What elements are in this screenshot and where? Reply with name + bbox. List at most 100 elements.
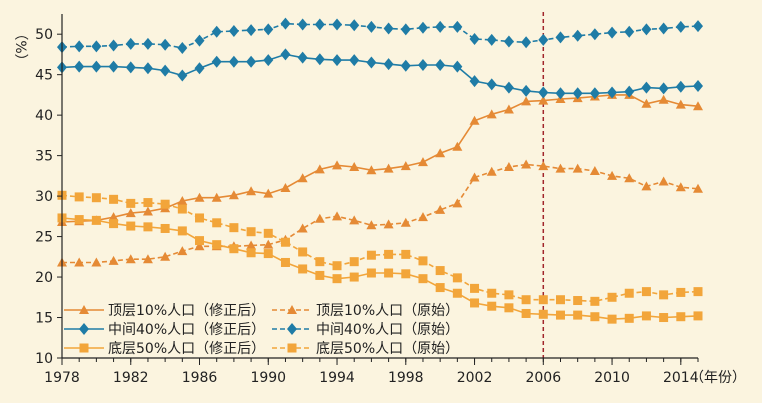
data-point <box>589 87 600 100</box>
data-point <box>246 248 256 258</box>
data-point <box>503 104 514 114</box>
data-point <box>263 228 273 238</box>
data-point <box>555 310 565 320</box>
legend-item: 底层50%人口（修正后） <box>64 341 265 357</box>
data-point <box>624 85 635 98</box>
data-point <box>486 166 497 176</box>
data-point <box>109 194 119 204</box>
y-tick-label: 30 <box>35 189 53 205</box>
data-point <box>332 261 342 271</box>
data-point <box>280 183 291 192</box>
data-point <box>555 31 566 44</box>
data-point <box>607 86 618 99</box>
data-point <box>229 244 239 254</box>
data-point <box>675 99 686 109</box>
x-tick-label: 2010 <box>594 370 630 386</box>
legend-label: 底层50%人口（原始） <box>316 341 459 357</box>
series-line <box>61 53 699 95</box>
x-tick-label: 2002 <box>457 370 493 386</box>
data-point <box>332 54 343 67</box>
data-point <box>177 69 188 82</box>
data-point <box>108 60 119 73</box>
data-point <box>521 36 532 49</box>
data-point <box>675 80 686 93</box>
data-point <box>555 163 566 173</box>
data-point <box>143 222 153 232</box>
data-point <box>297 18 308 31</box>
data-point <box>366 165 377 175</box>
data-point <box>521 308 531 318</box>
data-point <box>246 24 257 37</box>
data-point <box>297 173 308 183</box>
legend-item: 中间40%人口（原始） <box>272 322 459 338</box>
data-point <box>641 287 651 297</box>
x-tick-label: 1978 <box>44 370 80 386</box>
data-point <box>452 60 463 73</box>
data-point <box>315 257 325 267</box>
data-point <box>418 274 428 284</box>
data-point <box>298 264 308 274</box>
data-point <box>246 55 257 68</box>
data-point <box>418 256 428 266</box>
data-point <box>435 58 446 71</box>
data-point <box>212 218 222 228</box>
data-point <box>74 40 85 53</box>
data-point <box>435 204 446 214</box>
data-point <box>555 87 566 100</box>
data-point <box>263 23 274 36</box>
data-point <box>246 227 256 237</box>
y-tick-label: 20 <box>35 270 53 286</box>
data-point <box>211 55 222 68</box>
data-point <box>487 301 497 311</box>
legend-item: 顶层10%人口（原始） <box>272 303 459 319</box>
data-point <box>74 257 85 267</box>
data-point <box>641 23 652 36</box>
x-tick-label: 1986 <box>182 370 218 386</box>
data-point <box>435 20 446 33</box>
series-5 <box>57 190 703 306</box>
data-point <box>177 226 187 236</box>
data-point <box>641 311 651 321</box>
data-point <box>417 21 428 34</box>
data-point <box>417 157 428 167</box>
legend-swatch-marker <box>287 343 297 353</box>
legend-label: 顶层10%人口（修正后） <box>108 303 265 319</box>
data-point <box>160 38 171 51</box>
data-point <box>469 33 480 46</box>
data-point <box>366 20 377 33</box>
series-3 <box>57 17 703 54</box>
data-point <box>538 161 549 171</box>
data-point <box>487 288 497 298</box>
data-point <box>400 217 411 227</box>
data-point <box>693 20 703 33</box>
data-point <box>607 292 617 302</box>
data-point <box>143 198 153 208</box>
data-point <box>572 163 583 173</box>
data-point <box>538 33 549 46</box>
legend-label: 顶层10%人口（原始） <box>316 303 459 319</box>
data-point <box>263 188 274 198</box>
data-point <box>400 161 411 171</box>
data-point <box>314 213 325 223</box>
data-point <box>469 115 480 125</box>
data-point <box>228 24 239 37</box>
data-point <box>590 296 600 306</box>
data-point <box>384 268 394 278</box>
data-point <box>675 20 686 33</box>
data-point <box>641 181 652 191</box>
data-point <box>160 251 171 261</box>
data-point <box>194 62 205 75</box>
series-line <box>62 163 699 264</box>
data-point <box>332 18 343 31</box>
data-point <box>693 101 703 111</box>
data-point <box>452 20 463 33</box>
data-point <box>298 247 308 257</box>
data-point <box>349 272 359 282</box>
data-point <box>194 192 205 202</box>
data-point <box>211 192 222 202</box>
data-point <box>195 236 205 246</box>
data-point <box>91 40 102 53</box>
data-point <box>400 23 411 36</box>
data-point <box>74 60 85 73</box>
data-point <box>538 295 548 305</box>
